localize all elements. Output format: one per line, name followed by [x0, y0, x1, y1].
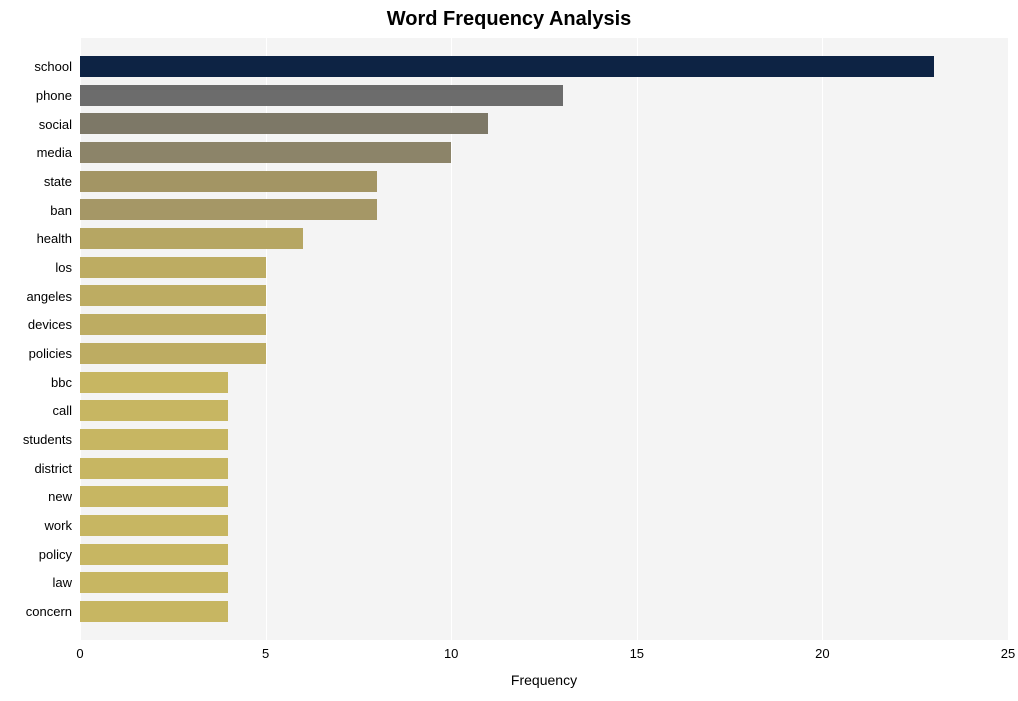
- y-tick-label: phone: [0, 88, 72, 103]
- y-tick-label: district: [0, 461, 72, 476]
- x-tick-label: 25: [1001, 646, 1015, 661]
- bar: [80, 372, 228, 393]
- plot-band: [80, 626, 1008, 640]
- bar: [80, 199, 377, 220]
- x-tick-label: 15: [630, 646, 644, 661]
- gridline: [637, 38, 638, 640]
- gridline: [822, 38, 823, 640]
- y-tick-label: devices: [0, 317, 72, 332]
- y-tick-label: health: [0, 231, 72, 246]
- bar: [80, 85, 563, 106]
- y-tick-label: angeles: [0, 289, 72, 304]
- y-tick-label: new: [0, 489, 72, 504]
- bar: [80, 142, 451, 163]
- x-tick-label: 20: [815, 646, 829, 661]
- bar: [80, 171, 377, 192]
- word-frequency-chart: Word Frequency Analysis Frequency school…: [0, 0, 1018, 701]
- plot-area: [80, 38, 1008, 640]
- bar: [80, 544, 228, 565]
- bar: [80, 56, 934, 77]
- y-tick-label: media: [0, 145, 72, 160]
- x-axis-label: Frequency: [80, 672, 1008, 688]
- bar: [80, 400, 228, 421]
- bar: [80, 228, 303, 249]
- x-tick-label: 0: [76, 646, 83, 661]
- bar: [80, 458, 228, 479]
- bar: [80, 314, 266, 335]
- y-tick-label: ban: [0, 203, 72, 218]
- gridline: [1008, 38, 1009, 640]
- bar: [80, 515, 228, 536]
- y-tick-label: work: [0, 518, 72, 533]
- y-tick-label: students: [0, 432, 72, 447]
- bar: [80, 343, 266, 364]
- x-tick-label: 5: [262, 646, 269, 661]
- y-tick-label: policies: [0, 346, 72, 361]
- y-tick-label: policy: [0, 547, 72, 562]
- y-tick-label: call: [0, 403, 72, 418]
- bar: [80, 285, 266, 306]
- y-tick-label: state: [0, 174, 72, 189]
- y-tick-label: law: [0, 575, 72, 590]
- bar: [80, 601, 228, 622]
- bar: [80, 257, 266, 278]
- y-tick-label: concern: [0, 604, 72, 619]
- x-tick-label: 10: [444, 646, 458, 661]
- y-tick-label: los: [0, 260, 72, 275]
- bar: [80, 429, 228, 450]
- bar: [80, 486, 228, 507]
- bar: [80, 113, 488, 134]
- plot-band: [80, 38, 1008, 52]
- chart-title: Word Frequency Analysis: [0, 8, 1018, 31]
- y-tick-label: school: [0, 59, 72, 74]
- y-tick-label: social: [0, 117, 72, 132]
- bar: [80, 572, 228, 593]
- y-tick-label: bbc: [0, 375, 72, 390]
